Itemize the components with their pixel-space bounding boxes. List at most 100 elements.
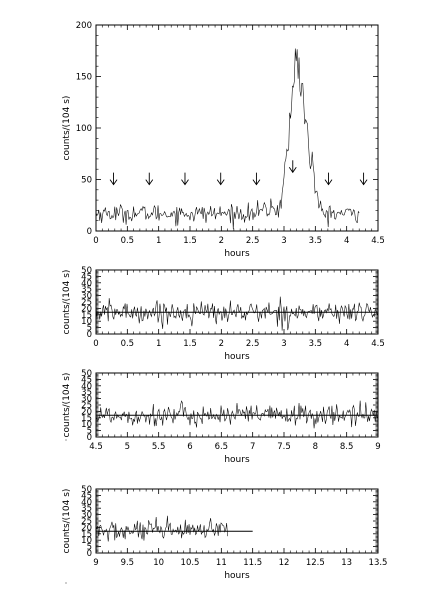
y-tick-label: 100 bbox=[76, 124, 92, 134]
y-tick-label: 15 bbox=[81, 311, 92, 321]
x-tick-label: 7.5 bbox=[277, 442, 291, 452]
x-axis-label: hours bbox=[224, 455, 250, 465]
x-tick-label: 3.5 bbox=[309, 236, 323, 246]
panel-2: 0 0.5 1 1.5 2 2.5 3 3.5 4 4.5 05101520253035404550… bbox=[62, 266, 385, 362]
y-tick-label: 25 bbox=[81, 298, 92, 308]
x-tick-label: 4.5 bbox=[371, 339, 385, 349]
y-tick-label: 35 bbox=[81, 388, 92, 398]
y-tick-label: 20 bbox=[81, 407, 92, 417]
x-tick-label: 6.5 bbox=[215, 442, 229, 452]
x-tick-label: 11 bbox=[216, 558, 227, 568]
x-tick-label: 1.5 bbox=[183, 339, 197, 349]
x-tick-label: 5.5 bbox=[152, 442, 166, 452]
arrow-annotation bbox=[216, 172, 225, 186]
x-tick-label: 2.5 bbox=[246, 339, 260, 349]
y-tick-label: 200 bbox=[76, 21, 92, 31]
y-axis-label: counts/(104 s) bbox=[62, 96, 72, 161]
x-tick-label: 8.5 bbox=[340, 442, 354, 452]
plot-frame bbox=[95, 269, 379, 335]
page-speck bbox=[65, 533, 67, 535]
x-tick-label: 1.5 bbox=[183, 236, 197, 246]
x-tick-label: 9 bbox=[375, 442, 380, 452]
y-tick-label: 40 bbox=[81, 279, 92, 289]
x-tick-label: 3.5 bbox=[309, 339, 323, 349]
x-tick-label: 9.5 bbox=[121, 558, 135, 568]
x-tick-label: 3 bbox=[281, 339, 286, 349]
arrow-annotation bbox=[359, 172, 368, 186]
light-curve-series bbox=[95, 400, 379, 429]
x-tick-label: 10 bbox=[153, 558, 164, 568]
y-tick-label: 35 bbox=[81, 504, 92, 514]
x-tick-label: 9 bbox=[93, 558, 98, 568]
y-axis-label: counts/(104 s) bbox=[62, 270, 72, 335]
y-tick-label: 5 bbox=[87, 324, 92, 334]
x-tick-label: 2 bbox=[219, 339, 224, 349]
page-speck bbox=[65, 439, 67, 441]
y-tick-label: 45 bbox=[81, 491, 92, 501]
x-tick-label: 4.5 bbox=[371, 236, 385, 246]
y-tick-label: 30 bbox=[81, 395, 92, 405]
y-tick-label: 40 bbox=[81, 382, 92, 392]
x-tick-label: 0.5 bbox=[121, 339, 135, 349]
x-tick-label: 8 bbox=[313, 442, 318, 452]
panel-3: 4.5 5 5.5 6 6.5 7 7.5 8 8.5 905101520253035404550… bbox=[62, 369, 381, 465]
arrow-annotation bbox=[252, 172, 261, 186]
light-curve-series bbox=[95, 48, 360, 230]
y-tick-label: 150 bbox=[76, 73, 92, 83]
x-tick-label: 11.5 bbox=[243, 558, 262, 568]
y-axis-label: counts/(104 s) bbox=[62, 373, 72, 438]
y-tick-label: 30 bbox=[81, 292, 92, 302]
y-tick-label: 35 bbox=[81, 285, 92, 295]
x-axis-label: hours bbox=[224, 571, 250, 581]
y-axis-label: counts/(104 s) bbox=[62, 489, 72, 554]
y-tick-label: 45 bbox=[81, 375, 92, 385]
y-tick-label: 50 bbox=[81, 485, 92, 495]
arrow-annotation bbox=[324, 172, 333, 186]
y-tick-label: 25 bbox=[81, 517, 92, 527]
x-tick-label: 13 bbox=[341, 558, 352, 568]
plot-frame bbox=[95, 24, 379, 232]
arrow-annotation bbox=[288, 160, 297, 174]
x-tick-label: 0.5 bbox=[121, 236, 135, 246]
arrow-annotation bbox=[181, 172, 189, 186]
y-tick-label: 30 bbox=[81, 511, 92, 521]
x-axis-label: hours bbox=[224, 249, 250, 259]
x-tick-label: 4.5 bbox=[89, 442, 103, 452]
x-tick-label: 10.5 bbox=[181, 558, 200, 568]
y-tick-label: 50 bbox=[81, 266, 92, 276]
panel-1: 0 0.5 1 1.5 2 2.5 3 3.5 4 4.5 0 50 100 150 200 hours cou… bbox=[62, 21, 385, 259]
y-tick-label: 0 bbox=[87, 330, 92, 340]
x-tick-label: 4 bbox=[344, 339, 349, 349]
x-tick-label: 1 bbox=[156, 339, 161, 349]
arrow-annotation bbox=[145, 172, 154, 186]
y-tick-label: 5 bbox=[87, 543, 92, 553]
y-tick-label: 20 bbox=[81, 304, 92, 314]
y-tick-label: 15 bbox=[81, 530, 92, 540]
y-tick-label: 10 bbox=[81, 420, 92, 430]
y-tick-label: 0 bbox=[87, 227, 92, 237]
x-tick-label: 0 bbox=[93, 236, 98, 246]
x-tick-label: 5 bbox=[125, 442, 130, 452]
light-curve-series bbox=[95, 296, 379, 331]
x-tick-label: 12 bbox=[279, 558, 290, 568]
x-tick-label: 7 bbox=[250, 442, 255, 452]
y-tick-label: 10 bbox=[81, 536, 92, 546]
x-tick-label: 0 bbox=[93, 339, 98, 349]
page-speck bbox=[65, 582, 67, 584]
x-tick-label: 13.5 bbox=[369, 558, 388, 568]
plot-frame bbox=[95, 488, 379, 554]
y-tick-label: 45 bbox=[81, 272, 92, 282]
x-tick-label: 6 bbox=[187, 442, 192, 452]
x-axis-label: hours bbox=[224, 352, 250, 362]
y-tick-label: 25 bbox=[81, 401, 92, 411]
panel-4: 9 9.5 10 10.5 11 11.5 12 12.5 13 13.5051015202530… bbox=[62, 485, 387, 581]
y-tick-label: 50 bbox=[81, 176, 92, 186]
x-tick-label: 2.5 bbox=[246, 236, 260, 246]
arrow-annotation bbox=[109, 172, 118, 186]
y-tick-label: 0 bbox=[87, 549, 92, 559]
x-tick-label: 12.5 bbox=[306, 558, 325, 568]
y-tick-label: 0 bbox=[87, 433, 92, 443]
y-tick-label: 20 bbox=[81, 523, 92, 533]
x-tick-label: 4 bbox=[344, 236, 349, 246]
